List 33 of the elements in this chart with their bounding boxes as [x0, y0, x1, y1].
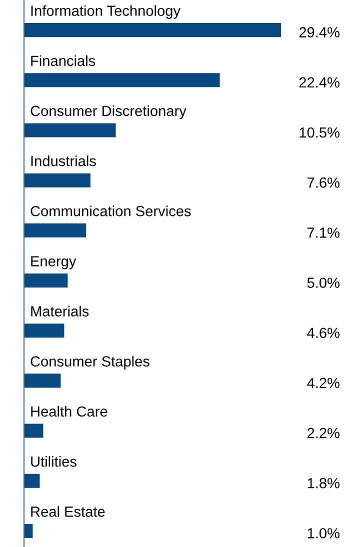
y-tick-label: Real Estate	[31, 506, 105, 517]
data-label: 10.5%	[300, 127, 340, 138]
y-tick-label: Consumer Staples	[30, 356, 150, 370]
y-tick-label: Communication Services	[30, 206, 191, 216]
bar	[24, 524, 33, 538]
data-label: 7.6%	[308, 177, 340, 188]
data-label: 1.0%	[308, 528, 340, 538]
y-tick-label: Industrials	[31, 156, 96, 166]
bar	[24, 474, 40, 488]
data-label: 7.1%	[308, 228, 340, 238]
y-tick-label: Consumer Discretionary	[30, 105, 186, 119]
data-label: 4.2%	[307, 378, 340, 388]
bar	[24, 424, 44, 438]
data-label: 4.6%	[307, 328, 340, 338]
y-tick-label: Utilities	[31, 456, 76, 467]
bar	[24, 324, 64, 338]
y-tick-label: Financials	[31, 55, 96, 66]
y-tick-label: Health Care	[31, 406, 108, 417]
bar	[24, 274, 68, 288]
data-label: 1.8%	[308, 478, 340, 488]
data-label: 29.4%	[299, 27, 340, 38]
data-label: 22.4%	[299, 77, 340, 88]
bar	[24, 223, 86, 238]
y-tick-label: Information Technology	[31, 5, 180, 19]
bar	[24, 374, 61, 388]
bar	[24, 123, 116, 138]
data-label: 2.2%	[307, 428, 340, 438]
bar	[24, 73, 220, 88]
y-tick-label: Materials	[31, 306, 89, 316]
bar	[24, 23, 281, 38]
bar	[24, 173, 90, 188]
y-tick-label: Energy	[31, 256, 76, 270]
data-label: 5.0%	[307, 278, 340, 288]
